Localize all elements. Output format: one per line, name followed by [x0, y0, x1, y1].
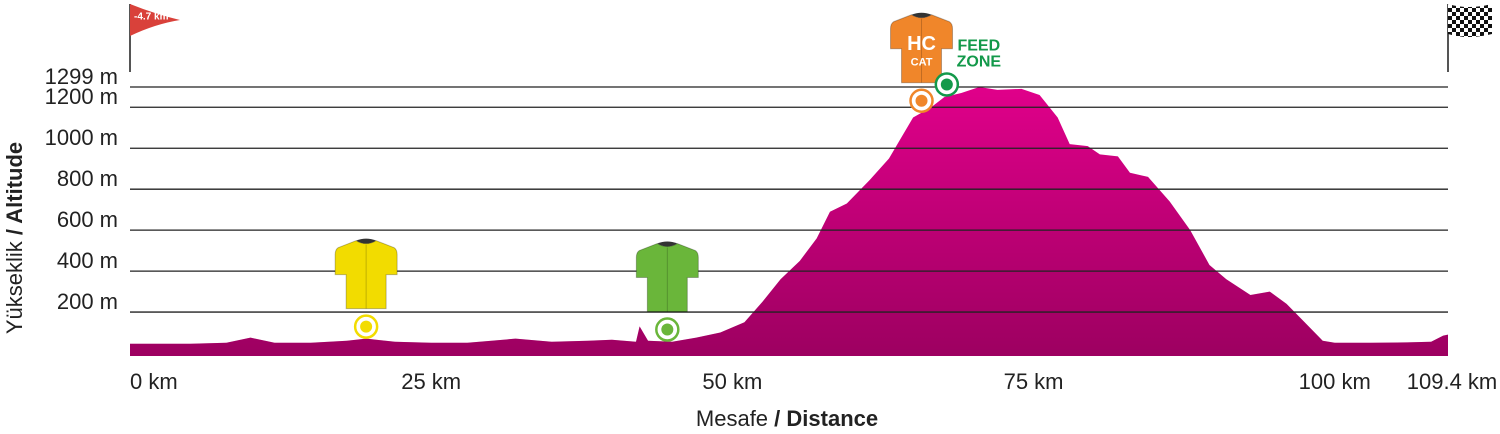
- jersey-collar: [657, 241, 678, 247]
- y-tick-label: 1299 m: [45, 64, 118, 89]
- flag-label: -4.7 km: [134, 12, 169, 23]
- x-tick-label: 100 km: [1299, 369, 1371, 394]
- marker-dot: [661, 323, 674, 336]
- flag-cloth: [130, 4, 180, 36]
- marker-dot: [915, 94, 928, 107]
- jersey: [334, 238, 398, 310]
- x-axis-title: Mesafe / Distance: [696, 406, 878, 431]
- y-tick-label: 400 m: [57, 248, 118, 273]
- feed-zone-label: ZONE: [957, 54, 1002, 71]
- x-tick-label: 0 km: [130, 369, 178, 394]
- x-tick-label: 25 km: [401, 369, 461, 394]
- y-tick-label: 800 m: [57, 166, 118, 191]
- x-tick-label: 109.4 km: [1407, 369, 1498, 394]
- jersey-label: CAT: [911, 57, 933, 69]
- marker: [334, 238, 398, 339]
- y-tick-label: 1200 m: [45, 84, 118, 109]
- jersey: HC CAT: [890, 12, 954, 84]
- feed-zone-label: FEED: [957, 38, 1000, 55]
- finish-flag: [1447, 4, 1492, 72]
- marker-dot: [360, 320, 373, 333]
- start-flag: -4.7 km: [129, 4, 180, 72]
- area-shade: [130, 87, 1448, 356]
- y-tick-label: 600 m: [57, 207, 118, 232]
- y-tick-label: 200 m: [57, 289, 118, 314]
- x-tick-label: 50 km: [702, 369, 762, 394]
- jersey-collar: [356, 238, 377, 244]
- marker-dot: [940, 78, 953, 91]
- y-tick-label: 1000 m: [45, 125, 118, 150]
- marker: [635, 241, 699, 342]
- jersey-collar: [911, 12, 932, 18]
- x-tick-label: 75 km: [1004, 369, 1064, 394]
- y-axis-title: Yükseklik / Altitude: [2, 142, 27, 334]
- marker: HC CAT: [890, 12, 954, 113]
- jersey-label: HC: [907, 33, 936, 55]
- jersey: [635, 241, 699, 313]
